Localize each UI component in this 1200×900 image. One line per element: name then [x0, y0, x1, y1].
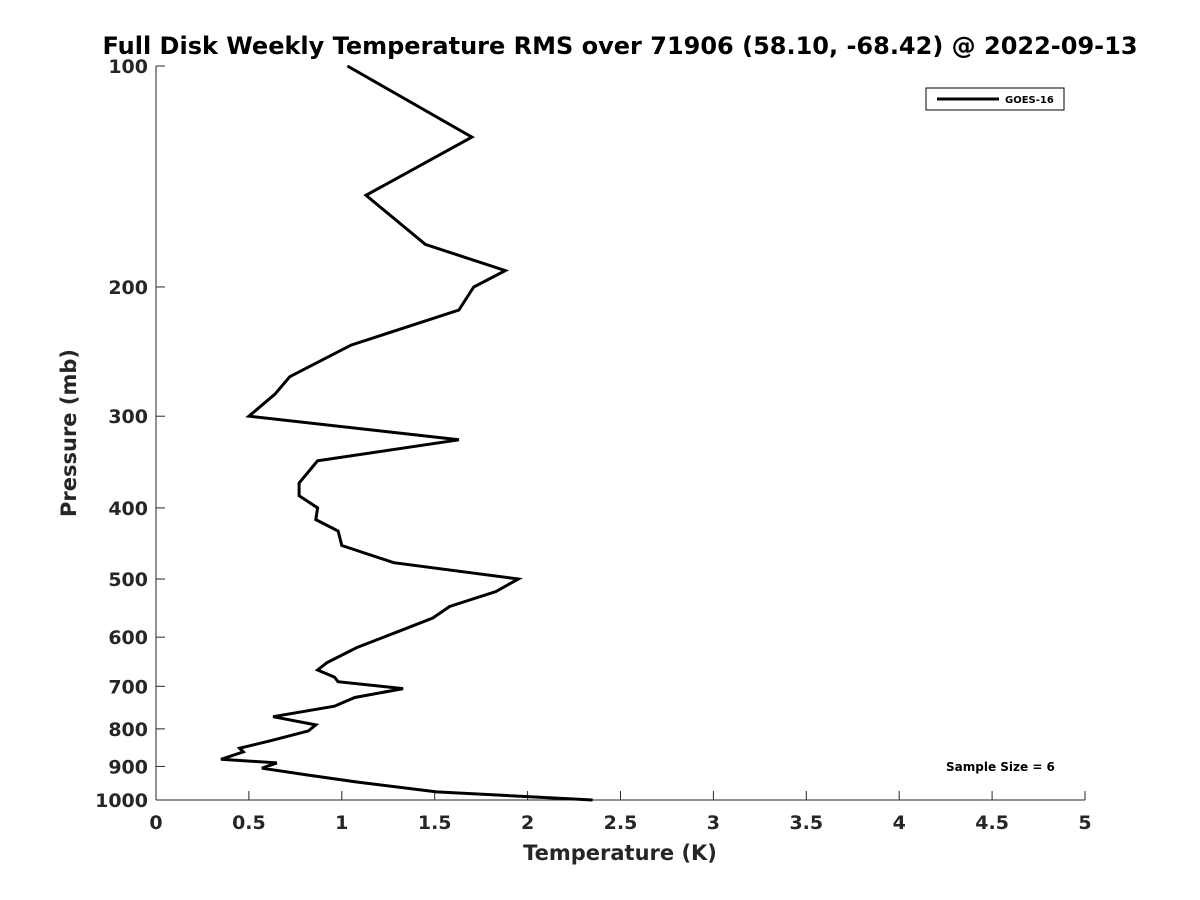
chart-title: Full Disk Weekly Temperature RMS over 71…	[102, 32, 1137, 60]
legend-label-goes-16: GOES-16	[1005, 95, 1054, 106]
y-tick-label: 1000	[95, 790, 148, 812]
x-tick-label: 5	[1078, 812, 1091, 834]
x-tick-label: 3.5	[789, 812, 823, 834]
y-tick-label: 400	[108, 498, 148, 520]
sample-size-annotation: Sample Size = 6	[946, 760, 1055, 774]
y-tick-label: 200	[108, 277, 148, 299]
y-axis-label: Pressure (mb)	[57, 349, 81, 517]
y-tick-label: 500	[108, 569, 148, 591]
x-tick-label: 3	[707, 812, 720, 834]
x-tick-label: 2	[521, 812, 534, 834]
x-tick-label: 0.5	[232, 812, 266, 834]
x-ticks: 0 0.5 1 1.5 2 2.5 3 3.5 4 4.5 5	[149, 791, 1092, 834]
plot-area	[155, 66, 1085, 801]
y-tick-label: 100	[108, 56, 148, 78]
y-ticks: 100 200 300 400 500 600 700 800 900 1000	[95, 56, 165, 812]
x-tick-label: 0	[149, 812, 162, 834]
y-tick-label: 300	[108, 406, 148, 428]
x-axis-label: Temperature (K)	[523, 841, 717, 865]
series-line-goes-16	[220, 64, 593, 802]
x-tick-label: 4	[893, 812, 906, 834]
y-tick-label: 900	[108, 756, 148, 778]
x-tick-label: 4.5	[975, 812, 1009, 834]
y-tick-label: 600	[108, 627, 148, 649]
x-tick-label: 1.5	[418, 812, 452, 834]
legend: GOES-16	[925, 87, 1065, 111]
y-tick-label: 800	[108, 719, 148, 741]
x-tick-label: 1	[335, 812, 348, 834]
x-tick-label: 2.5	[604, 812, 638, 834]
y-tick-label: 700	[108, 676, 148, 698]
